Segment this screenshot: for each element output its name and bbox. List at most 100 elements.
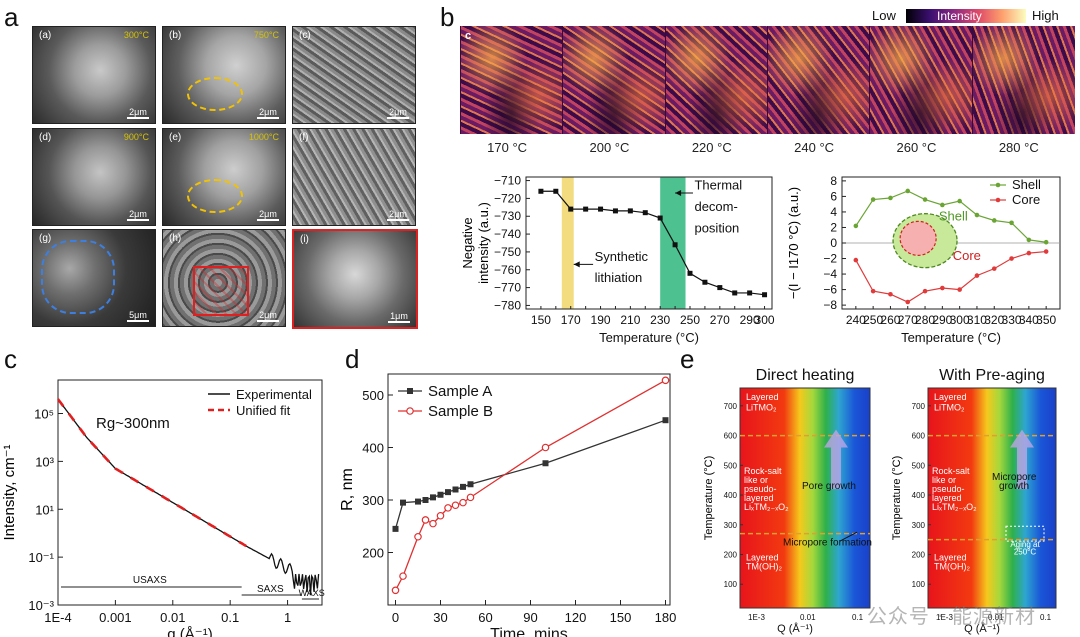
y-tick-label: −780 <box>494 298 521 312</box>
annotation-arrow <box>839 531 858 542</box>
data-point-sample-a <box>460 483 466 490</box>
annotation-text: position <box>694 220 739 235</box>
phase-label-mid: layered <box>932 493 962 503</box>
phase-label-mid: Rock-salt <box>744 466 782 476</box>
x-tick-label: 170 <box>561 313 581 327</box>
data-point-sample-a <box>437 491 444 498</box>
scale-bar: 5μm <box>127 310 149 323</box>
unified-fit-curve <box>56 398 247 548</box>
data-point-sample-b <box>436 511 445 520</box>
data-point-shell <box>991 218 997 223</box>
sem-image-h: (h) 2μm <box>162 229 286 327</box>
data-point <box>538 188 544 194</box>
data-point-sample-b <box>451 501 460 510</box>
sem-panel-label: (c) <box>299 30 311 41</box>
data-point-sample-a <box>542 460 549 467</box>
x-tick-label: 270 <box>710 313 730 327</box>
heat-map-tile <box>664 26 768 134</box>
chart-radius-time: 0 30 60 90 120 150 180 200 300 400 500 Sample A Samp… <box>340 373 677 637</box>
temperature-label: 240 °C <box>794 140 835 155</box>
legend-label: Sample A <box>428 383 492 400</box>
y-tick-label: −710 <box>494 174 521 188</box>
y-tick-label: 300 <box>724 521 738 530</box>
y-tick-label: −6 <box>823 283 837 297</box>
data-point-sample-b <box>414 532 422 541</box>
y-axis-label: Temperature (°C) <box>891 456 903 540</box>
scale-bar: 2μm <box>127 209 149 222</box>
annotation-arrowhead <box>573 261 580 268</box>
experimental-curve <box>57 398 320 596</box>
y-tick-label: 100 <box>912 580 926 589</box>
data-point-core <box>974 273 980 278</box>
x-tick-label: 320 <box>984 313 1004 327</box>
y-tick-label: 700 <box>724 402 738 411</box>
data-point-shell <box>1026 237 1032 243</box>
sem-image-f: (f) 2μm <box>292 128 416 226</box>
plot-frame <box>387 373 671 606</box>
phase-label-bot: TM(OH)₂ <box>934 561 970 571</box>
phase-label-top: Layered <box>934 392 967 402</box>
x-tick-label: 30 <box>433 610 447 625</box>
phase-label-bot: TM(OH)₂ <box>746 561 782 571</box>
y-tick-label: 4 <box>830 205 837 219</box>
data-point-core <box>940 285 945 291</box>
temperature-label: 170 °C <box>487 140 528 155</box>
y-tick-label: −8 <box>823 298 837 312</box>
phase-label-top: LiTMO₂ <box>746 402 777 412</box>
x-tick-label: 350 <box>1036 313 1056 327</box>
data-point-sample-a <box>662 417 669 424</box>
x-tick-label: 0.1 <box>852 613 864 622</box>
data-point-shell <box>922 197 928 202</box>
sem-temperature: 1000°C <box>248 132 279 142</box>
annotation-text: Thermal <box>694 177 742 192</box>
series-line-1 <box>394 379 666 591</box>
x-tick-label: 180 <box>655 610 677 625</box>
phase-label-mid: like or <box>932 475 956 485</box>
x-tick-label: 230 <box>650 313 670 327</box>
phase-label-mid: LiₓTM₂₋ₓO₂ <box>744 502 789 512</box>
data-point-core <box>991 266 997 271</box>
highlight-box <box>193 266 249 316</box>
y-tick-label: 10⁻³ <box>28 598 54 613</box>
legend-marker <box>407 388 413 394</box>
chart-shell-core: 86 42 0 −2−4 −6−8 240250260270280290300310320… <box>786 174 1061 345</box>
data-point-shell <box>870 197 876 202</box>
x-axis-label: Q (Å⁻¹) <box>777 622 813 635</box>
scale-bar: 2μm <box>257 107 279 120</box>
data-point-core <box>1043 249 1049 254</box>
legend-label: Sample B <box>428 403 493 420</box>
data-point-sample-b <box>444 504 452 512</box>
data-point-sample-a <box>467 481 474 488</box>
data-point-sample-b <box>391 586 400 595</box>
y-tick-label: 500 <box>912 461 926 470</box>
highlight-ellipse <box>187 77 243 111</box>
annotation-micropore-formation: Micropore formation <box>783 538 872 549</box>
data-point-sample-a <box>400 499 406 506</box>
temperature-label: 220 °C <box>691 140 732 155</box>
x-tick-label: 260 <box>880 313 900 327</box>
range-label: SAXS <box>257 584 284 595</box>
temperature-label: 260 °C <box>896 140 937 155</box>
data-point <box>657 215 663 221</box>
x-tick-label: 150 <box>610 610 632 625</box>
y-tick-label: 700 <box>912 402 926 411</box>
sem-temperature: 300°C <box>123 30 149 40</box>
legend-label: Unified fit <box>236 403 291 418</box>
sem-panel-label: (i) <box>300 234 309 245</box>
y-axis-label: R, nm <box>340 468 356 511</box>
panel-letter-c: c <box>4 344 17 374</box>
y-tick-label: 8 <box>830 174 837 188</box>
x-axis-label: Q (Å⁻¹) <box>964 622 1000 635</box>
data-point-core <box>922 288 928 294</box>
chart-negative-intensity: −710 −720 −730 −740 −750 −760 −770 −780 150 170 19… <box>460 174 775 345</box>
phase-label-top: LiTMO₂ <box>934 402 965 412</box>
data-point-sample-b <box>459 498 467 507</box>
x-tick-label: 310 <box>967 313 987 327</box>
scale-bar: 2μm <box>127 107 149 120</box>
annotation-text: lithiation <box>595 270 643 285</box>
y-tick-label: 200 <box>362 546 384 561</box>
y-tick-label: −740 <box>494 227 521 241</box>
data-point-sample-a <box>415 498 421 505</box>
y-axis-label: Temperature (°C) <box>703 456 715 540</box>
x-tick-label: 210 <box>620 313 640 327</box>
